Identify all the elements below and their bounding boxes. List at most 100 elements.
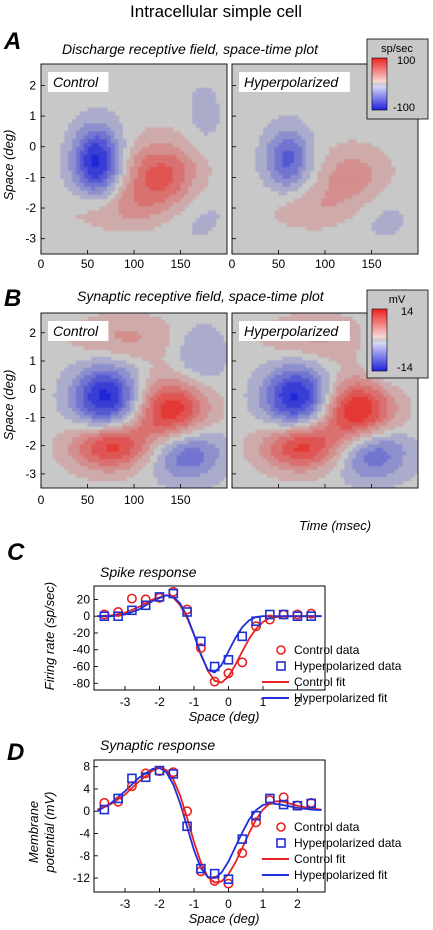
heatmap-cell xyxy=(141,327,147,332)
heatmap-cell xyxy=(130,451,135,456)
heatmap-cell xyxy=(266,404,272,409)
heatmap-cell xyxy=(110,135,116,140)
heatmap-cell xyxy=(325,222,330,227)
heatmap-cell xyxy=(263,411,268,416)
heatmap-cell xyxy=(317,469,322,475)
heatmap-cell xyxy=(161,170,166,176)
heatmap-cell xyxy=(130,327,135,332)
heatmap-cell xyxy=(215,447,220,453)
heatmap-cell xyxy=(321,422,326,427)
heatmap-cell xyxy=(87,462,92,467)
heatmap-cell xyxy=(91,385,96,391)
heatmap-cell xyxy=(149,447,154,453)
heatmap-cell xyxy=(106,473,112,478)
heatmap-cell xyxy=(387,418,392,423)
heatmap-cell xyxy=(188,334,193,340)
heatmap-cell xyxy=(149,206,154,212)
heatmap-cell xyxy=(110,131,116,136)
heatmap-cell xyxy=(106,393,112,398)
heatmap-cell xyxy=(402,440,407,445)
heatmap-cell xyxy=(176,143,182,148)
heatmap-cell xyxy=(141,131,147,136)
heatmap-cell xyxy=(325,374,330,380)
heatmap-cell xyxy=(359,451,365,456)
heatmap-cell xyxy=(263,371,268,376)
heatmap-cell xyxy=(126,320,131,325)
heatmap-cell xyxy=(332,407,338,413)
heatmap-cell xyxy=(379,477,384,482)
heatmap-cell xyxy=(367,444,373,449)
heatmap-cell xyxy=(161,364,166,369)
heatmap-cell xyxy=(383,400,388,405)
heatmap-cell xyxy=(172,484,178,488)
heatmap-cell xyxy=(297,415,303,420)
heatmap-cell xyxy=(348,334,353,340)
heatmap-cell xyxy=(247,447,252,453)
heatmap-cell xyxy=(172,466,178,471)
data-point-hyperpolarized xyxy=(168,588,179,599)
heatmap-cell xyxy=(390,426,396,431)
heatmap-cell xyxy=(87,469,92,475)
heatmap-cell xyxy=(203,393,209,398)
heatmap-cell xyxy=(157,342,162,347)
heatmap-cell xyxy=(168,371,174,376)
heatmap-cell xyxy=(137,226,143,231)
heatmap-cell xyxy=(114,436,120,442)
heatmap-cell xyxy=(149,151,154,156)
heatmap-cell xyxy=(290,131,295,136)
heatmap-cell xyxy=(340,360,345,365)
heatmap-cell xyxy=(219,338,224,343)
heatmap-cell xyxy=(286,202,291,208)
heatmap-cell xyxy=(336,436,342,442)
heatmap-cell xyxy=(317,404,322,409)
heatmap-cell xyxy=(106,151,112,156)
heatmap-cell xyxy=(130,371,135,376)
heatmap-cell xyxy=(274,466,280,471)
heatmap-cell xyxy=(72,396,77,402)
heatmap-cell xyxy=(192,382,197,387)
heatmap-cell xyxy=(332,385,338,391)
heatmap-cell xyxy=(321,316,326,321)
heatmap-cell xyxy=(203,356,209,361)
heatmap-cell xyxy=(305,202,311,208)
heatmap-cell xyxy=(294,162,299,168)
heatmap-cell xyxy=(72,451,77,456)
heatmap-cell xyxy=(172,143,178,148)
heatmap-cell xyxy=(336,404,342,409)
heatmap-cell xyxy=(328,436,334,442)
heatmap-cell xyxy=(301,455,307,460)
heatmap-cell xyxy=(130,313,135,318)
heatmap-cell xyxy=(352,477,357,482)
heatmap-cell xyxy=(203,400,209,405)
heatmap-cell xyxy=(348,455,353,460)
heatmap-cell xyxy=(207,473,213,478)
heatmap-cell xyxy=(165,447,170,453)
heatmap-cell xyxy=(313,451,318,456)
heatmap-cell xyxy=(274,214,280,219)
heatmap-cell xyxy=(134,226,139,231)
heatmap-cell xyxy=(317,389,322,394)
heatmap-cell xyxy=(348,349,353,354)
heatmap-cell xyxy=(255,404,260,409)
data-point-hyperpolarized xyxy=(196,636,206,647)
heatmap-cell xyxy=(317,316,322,321)
heatmap-cell xyxy=(352,155,357,160)
heatmap-cell xyxy=(192,155,197,160)
heatmap-cell xyxy=(390,480,396,485)
heatmap-cell xyxy=(255,466,260,471)
heatmap-cell xyxy=(274,135,280,140)
heatmap-cell xyxy=(99,364,104,369)
heatmap-cell xyxy=(390,400,396,405)
heatmap-cell xyxy=(294,360,299,365)
heatmap-cell xyxy=(367,480,373,485)
heatmap-cell xyxy=(134,462,139,467)
heatmap-cell xyxy=(402,473,407,478)
heatmap-cell xyxy=(153,378,158,383)
heatmap-cell xyxy=(87,429,92,434)
heatmap-cell xyxy=(110,115,116,121)
heatmap-cell xyxy=(336,356,342,361)
heatmap-cell xyxy=(219,440,224,445)
heatmap-cell xyxy=(91,170,96,176)
heatmap-cell xyxy=(99,111,104,117)
heatmap-cell xyxy=(282,473,287,478)
